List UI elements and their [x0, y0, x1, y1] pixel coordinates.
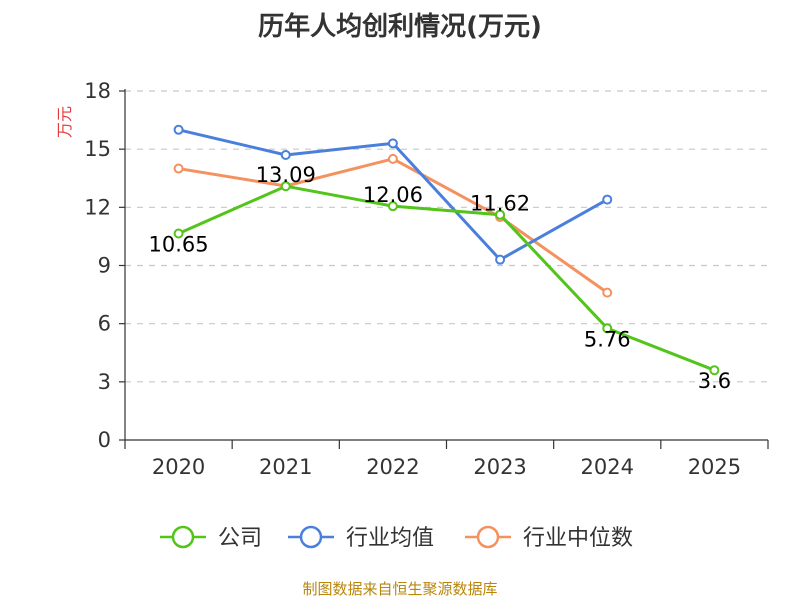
data-point — [280, 149, 291, 160]
legend-item[interactable]: 公司 — [160, 525, 262, 551]
data-point — [387, 153, 398, 164]
data-point — [602, 287, 613, 298]
data-point — [602, 194, 613, 205]
data-point — [173, 163, 184, 174]
x-tick-label: 2023 — [473, 455, 526, 479]
x-tick-label: 2025 — [688, 455, 741, 479]
legend-marker — [171, 525, 195, 549]
x-tick-label: 2020 — [152, 455, 205, 479]
data-label: 11.62 — [470, 192, 530, 216]
x-tick-label: 2021 — [259, 455, 312, 479]
y-tick-label: 12 — [84, 195, 111, 219]
y-tick-label: 0 — [98, 428, 111, 452]
y-tick-label: 3 — [98, 370, 111, 394]
footer-source: 制图数据来自恒生聚源数据库 — [302, 580, 498, 598]
data-label: 10.65 — [149, 233, 209, 257]
data-label: 13.09 — [256, 163, 316, 187]
legend-label: 行业中位数 — [523, 526, 633, 551]
series — [173, 124, 720, 376]
series-line — [177, 184, 715, 372]
legend-label: 公司 — [218, 526, 262, 551]
y-tick-label: 18 — [84, 79, 111, 103]
legend-marker — [299, 525, 323, 549]
x-tick-label: 2022 — [366, 455, 419, 479]
series-line — [178, 157, 609, 294]
grid-lines — [125, 90, 768, 383]
data-point — [495, 209, 506, 220]
y-tick-label: 15 — [84, 137, 111, 161]
data-point — [387, 138, 398, 149]
data-label: 3.6 — [698, 369, 731, 393]
data-point — [495, 254, 506, 265]
legend-item[interactable]: 行业中位数 — [465, 525, 633, 551]
data-label: 12.06 — [363, 183, 423, 207]
data-point — [173, 124, 184, 135]
y-tick-label: 9 — [98, 254, 111, 278]
data-label: 5.76 — [584, 327, 631, 351]
y-tick-label: 6 — [98, 312, 111, 336]
y-axis-label: 万元 — [55, 106, 74, 138]
legend[interactable]: 公司 行业均值 行业中位数 — [160, 525, 633, 551]
axes: 0 3 6 9 12 15 18 2020 2021 2022 2023 2024 2025 万元 — [55, 79, 769, 479]
data-point — [709, 365, 720, 376]
legend-label: 行业均值 — [346, 526, 434, 551]
data-point — [602, 323, 613, 334]
legend-marker — [476, 525, 500, 549]
legend-item[interactable]: 行业均值 — [288, 525, 434, 551]
data-labels: 10.65 13.09 12.06 11.62 5.76 3.6 — [149, 163, 732, 393]
chart-title: 历年人均创利情况(万元) — [258, 12, 542, 42]
data-point — [387, 201, 398, 212]
data-point — [173, 228, 184, 239]
x-tick-label: 2024 — [581, 455, 634, 479]
data-point — [280, 181, 291, 192]
